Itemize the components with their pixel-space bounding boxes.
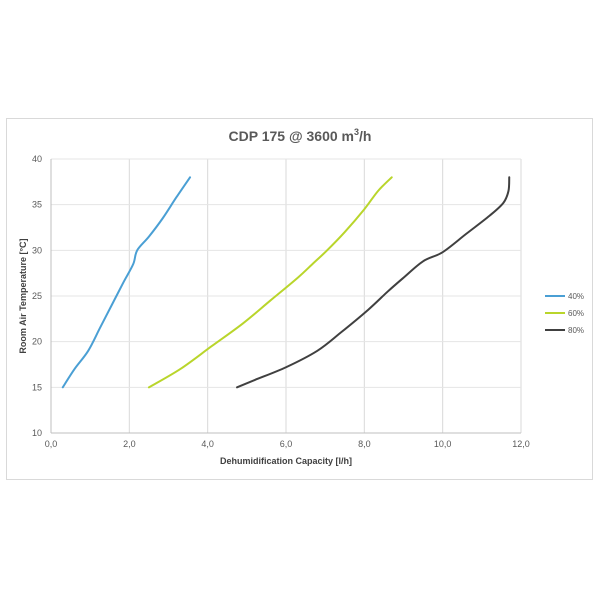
x-tick-label: 4,0 <box>201 439 214 449</box>
series-line-60 <box>147 176 393 389</box>
chart-axes: 0,0 2,0 4,0 6,0 8,0 10,0 12,0 10 15 20 25 30 35 40 <box>32 154 530 449</box>
chart-grid <box>51 158 522 433</box>
legend-label-60: 60% <box>568 309 584 318</box>
y-tick-label: 15 <box>32 382 42 392</box>
series-line-40 <box>61 176 192 389</box>
y-tick-label: 25 <box>32 291 42 301</box>
y-tick-label: 40 <box>32 154 42 164</box>
y-tick-label: 20 <box>32 337 42 347</box>
x-tick-label: 6,0 <box>280 439 293 449</box>
legend-label-40: 40% <box>568 292 584 301</box>
y-tick-label: 10 <box>32 428 42 438</box>
chart-legend: 40% 60% 80% <box>545 292 584 335</box>
y-tick-label: 35 <box>32 200 42 210</box>
x-tick-label: 0,0 <box>45 439 58 449</box>
chart-frame <box>6 118 593 480</box>
chart-series <box>61 176 511 389</box>
x-tick-label: 10,0 <box>434 439 452 449</box>
series-line-80 <box>236 176 511 389</box>
x-tick-label: 2,0 <box>123 439 136 449</box>
x-axis-title: Dehumidification Capacity [l/h] <box>220 456 352 466</box>
y-axis-title: Room Air Temperature [°C] <box>18 238 28 353</box>
y-tick-label: 30 <box>32 245 42 255</box>
chart-title: CDP 175 @ 3600 m3/h <box>229 127 372 144</box>
x-tick-label: 12,0 <box>512 439 530 449</box>
x-tick-label: 8,0 <box>358 439 371 449</box>
legend-label-80: 80% <box>568 326 584 335</box>
